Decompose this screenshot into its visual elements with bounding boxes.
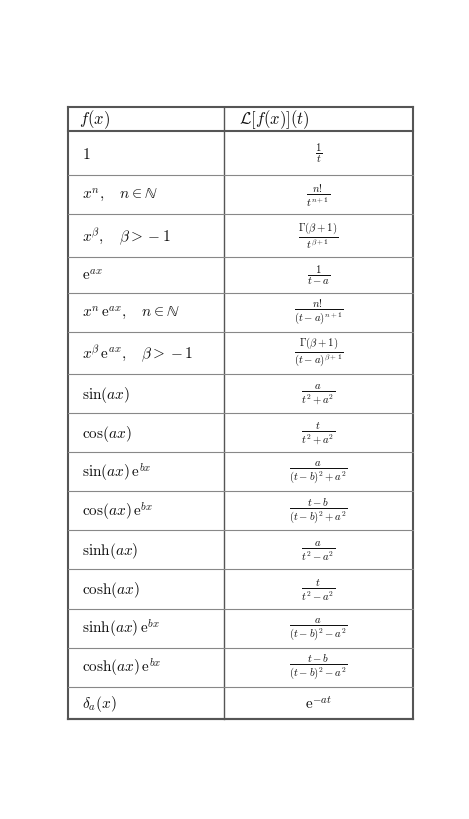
Text: $\frac{n!}{(t-a)^{n+1}}$: $\frac{n!}{(t-a)^{n+1}}$ (294, 297, 343, 328)
Text: $1$: $1$ (82, 147, 91, 161)
Text: $\frac{\Gamma(\beta+1)}{(t-a)^{\beta+1}}$: $\frac{\Gamma(\beta+1)}{(t-a)^{\beta+1}}… (294, 337, 343, 370)
Text: $\frac{1}{t-a}$: $\frac{1}{t-a}$ (307, 263, 330, 287)
Text: $\cosh(ax)\,\mathrm{e}^{bx}$: $\cosh(ax)\,\mathrm{e}^{bx}$ (82, 656, 162, 678)
Text: $\frac{t-b}{(t-b)^{2}-a^{2}}$: $\frac{t-b}{(t-b)^{2}-a^{2}}$ (289, 653, 348, 682)
Text: $\frac{n!}{t^{n+1}}$: $\frac{n!}{t^{n+1}}$ (306, 183, 331, 209)
Text: $\frac{\Gamma(\beta+1)}{t^{\beta+1}}$: $\frac{\Gamma(\beta+1)}{t^{\beta+1}}$ (298, 222, 339, 251)
Text: $\cos(ax)\,\mathrm{e}^{bx}$: $\cos(ax)\,\mathrm{e}^{bx}$ (82, 500, 153, 523)
Text: $\sinh(ax)$: $\sinh(ax)$ (82, 541, 139, 560)
Text: $\frac{a}{t^{2}-a^{2}}$: $\frac{a}{t^{2}-a^{2}}$ (302, 539, 336, 562)
Text: $\mathrm{e}^{ax}$: $\mathrm{e}^{ax}$ (82, 268, 103, 283)
Text: $\sin(ax)$: $\sin(ax)$ (82, 384, 130, 404)
Text: $x^{n},\quad n\in\mathbb{N}$: $x^{n},\quad n\in\mathbb{N}$ (82, 187, 158, 204)
Text: $\delta_{a}(x)$: $\delta_{a}(x)$ (82, 693, 117, 713)
Text: $\cos(ax)$: $\cos(ax)$ (82, 423, 132, 443)
Text: $\mathcal{L}[f(x)](t)$: $\mathcal{L}[f(x)](t)$ (239, 109, 309, 131)
Text: $\frac{t}{t^{2}+a^{2}}$: $\frac{t}{t^{2}+a^{2}}$ (302, 420, 336, 446)
Text: $\sin(ax)\,\mathrm{e}^{bx}$: $\sin(ax)\,\mathrm{e}^{bx}$ (82, 461, 151, 483)
Text: $\sinh(ax)\,\mathrm{e}^{bx}$: $\sinh(ax)\,\mathrm{e}^{bx}$ (82, 618, 160, 640)
Text: $\frac{a}{(t-b)^{2}+a^{2}}$: $\frac{a}{(t-b)^{2}+a^{2}}$ (289, 459, 348, 486)
Text: $\frac{t-b}{(t-b)^{2}+a^{2}}$: $\frac{t-b}{(t-b)^{2}+a^{2}}$ (289, 496, 348, 527)
Text: $\frac{a}{t^{2}+a^{2}}$: $\frac{a}{t^{2}+a^{2}}$ (302, 382, 336, 406)
Text: $\cosh(ax)$: $\cosh(ax)$ (82, 579, 140, 600)
Text: $f(x)$: $f(x)$ (79, 109, 110, 131)
Text: $x^{\beta},\quad \beta > -1$: $x^{\beta},\quad \beta > -1$ (82, 226, 171, 247)
Text: $x^{n}\,\mathrm{e}^{ax},\quad n\in\mathbb{N}$: $x^{n}\,\mathrm{e}^{ax},\quad n\in\mathb… (82, 304, 181, 321)
Text: $x^{\beta}\,\mathrm{e}^{ax},\quad \beta > -1$: $x^{\beta}\,\mathrm{e}^{ax},\quad \beta … (82, 343, 193, 364)
Text: $\frac{t}{t^{2}-a^{2}}$: $\frac{t}{t^{2}-a^{2}}$ (302, 577, 336, 602)
Text: $\mathrm{e}^{-at}$: $\mathrm{e}^{-at}$ (305, 695, 332, 712)
Text: $\frac{1}{t}$: $\frac{1}{t}$ (315, 142, 322, 166)
Text: $\frac{a}{(t-b)^{2}-a^{2}}$: $\frac{a}{(t-b)^{2}-a^{2}}$ (289, 615, 348, 642)
